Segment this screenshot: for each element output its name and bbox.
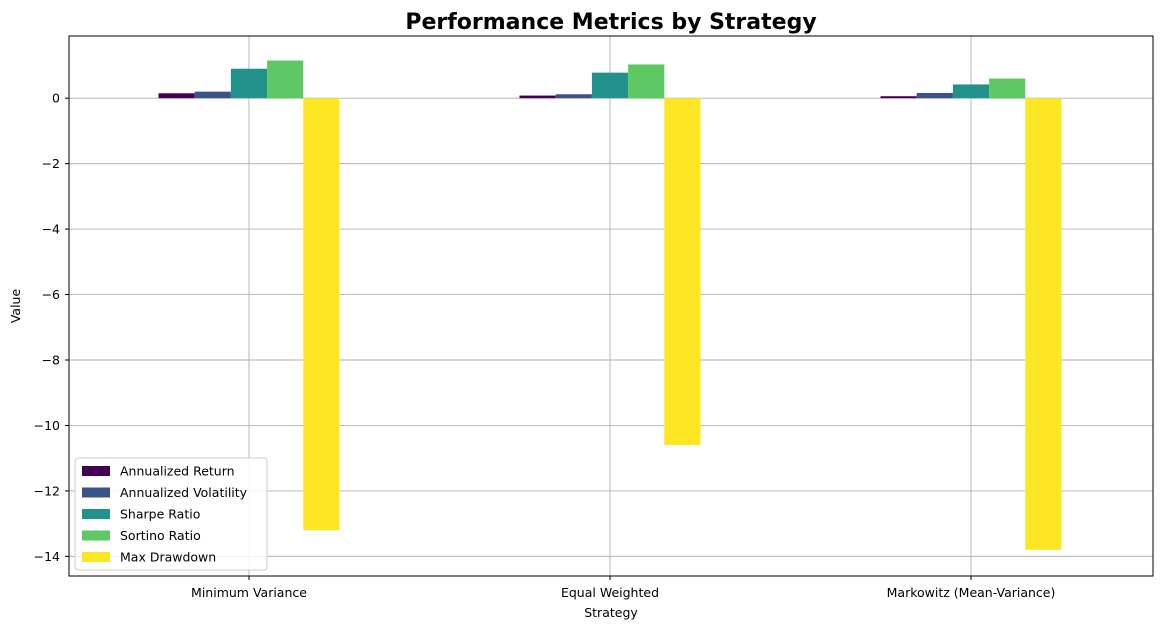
bar: [194, 91, 231, 99]
bars-layer: [158, 60, 1062, 550]
bar: [1025, 98, 1062, 550]
y-tick-label: −14: [34, 549, 60, 564]
x-axis-label: Strategy: [584, 605, 638, 620]
bar: [158, 93, 195, 99]
legend-swatch: [82, 487, 110, 498]
bar: [303, 98, 340, 531]
chart-title: Performance Metrics by Strategy: [405, 10, 816, 35]
plot-frame: [68, 35, 1154, 577]
legend-swatch: [82, 552, 110, 562]
y-tick-label: 0: [52, 91, 60, 106]
y-tick-label: −2: [42, 156, 60, 171]
bar: [916, 92, 953, 99]
bar: [628, 64, 665, 99]
legend-label: Annualized Return: [120, 464, 235, 479]
x-tick-label: Equal Weighted: [561, 585, 659, 600]
legend-label: Sortino Ratio: [120, 528, 201, 543]
y-tick-label: −12: [34, 483, 60, 498]
bar: [880, 96, 917, 99]
y-tick-label: −4: [42, 222, 60, 237]
x-tick-label: Minimum Variance: [191, 585, 307, 600]
bar: [230, 68, 268, 99]
bar: [519, 95, 556, 99]
legend: Annualized Return Annualized Volatility Sh…: [74, 457, 268, 571]
legend-label: Max Drawdown: [120, 550, 216, 565]
bar: [267, 60, 304, 99]
ticks-layer: 0 −2 −4 −6 −8 −10 −12 −14 Minimum Variance Equal …: [34, 91, 1056, 600]
legend-swatch: [82, 530, 110, 541]
bar: [952, 84, 990, 99]
bar: [555, 94, 592, 99]
legend-swatch: [82, 509, 110, 519]
bar: [664, 98, 701, 446]
y-tick-label: −6: [42, 287, 60, 302]
y-tick-label: −8: [42, 353, 60, 368]
y-axis-label: Value: [8, 289, 23, 324]
bar: [989, 78, 1026, 99]
bar: [591, 72, 629, 99]
x-tick-label: Markowitz (Mean-Variance): [887, 585, 1056, 600]
legend-label: Sharpe Ratio: [120, 507, 200, 522]
legend-swatch: [82, 466, 110, 476]
y-tick-label: −10: [34, 418, 60, 433]
legend-box: [74, 457, 268, 571]
legend-label: Annualized Volatility: [120, 485, 248, 500]
